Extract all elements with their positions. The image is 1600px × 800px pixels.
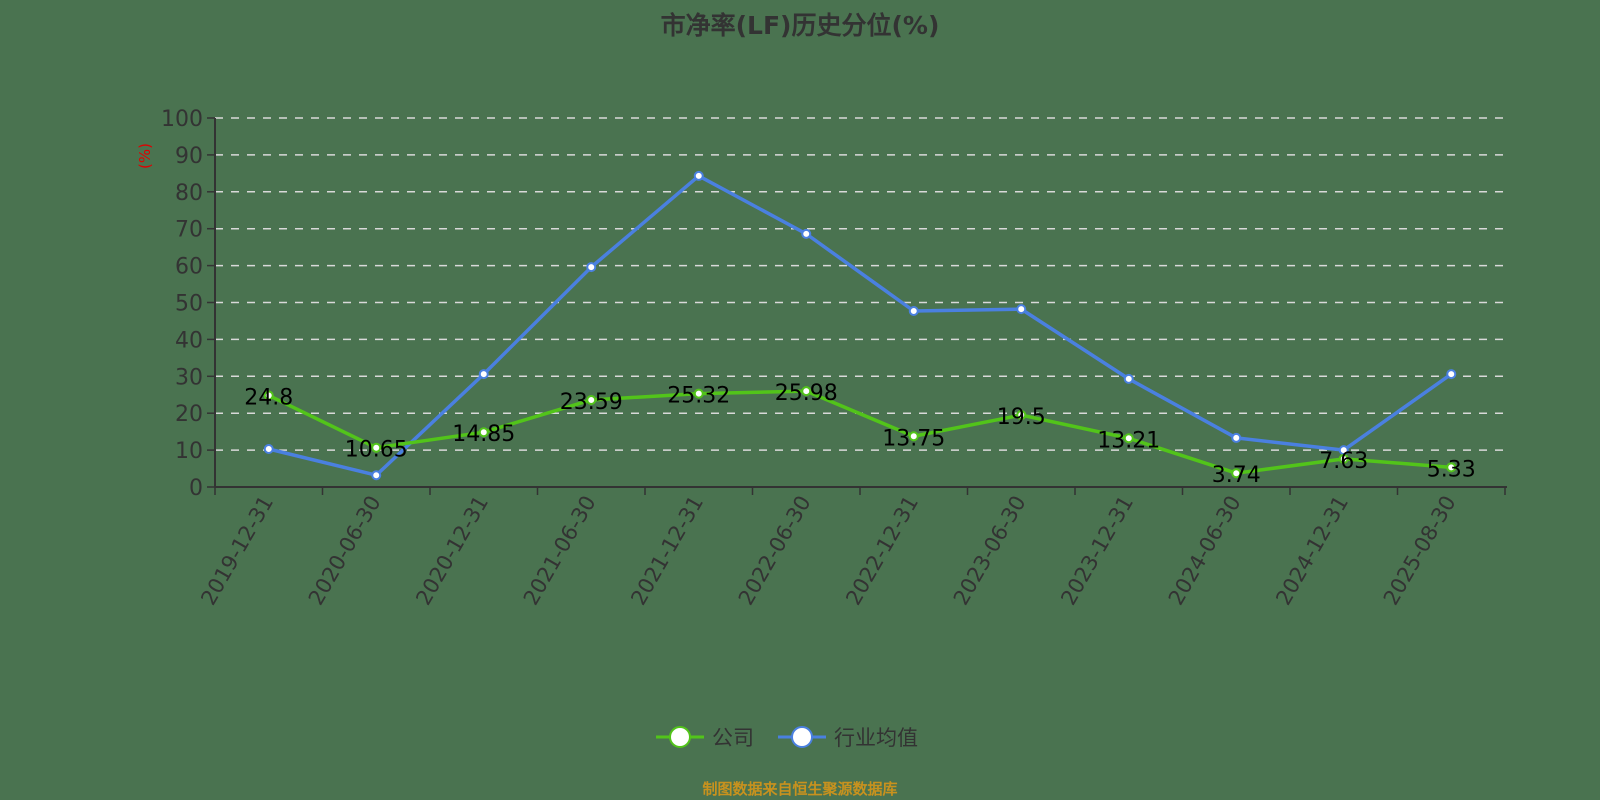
- data-point[interactable]: [1123, 373, 1134, 384]
- data-label: 25.98: [775, 381, 838, 406]
- y-tick-label: 70: [175, 218, 203, 243]
- data-point[interactable]: [371, 442, 382, 453]
- x-axis: 2019-12-31 2020-06-30 2020-12-31 2021-06-30…: [196, 486, 1507, 610]
- data-label: 13.75: [882, 426, 945, 451]
- y-tick-label: 100: [161, 107, 203, 132]
- x-tick-label: 2022-06-30: [734, 492, 816, 610]
- y-axis-unit-label: (%): [136, 143, 154, 169]
- data-point[interactable]: [263, 443, 274, 454]
- data-label: 19.5: [997, 405, 1046, 430]
- y-tick-label: 10: [175, 439, 203, 464]
- data-point[interactable]: [801, 228, 812, 239]
- legend: 公司 行业均值: [656, 722, 918, 752]
- y-tick-label: 40: [175, 328, 203, 353]
- y-tick-label: 80: [175, 181, 203, 206]
- x-tick-label: 2023-06-30: [949, 492, 1031, 610]
- data-label: 3.74: [1212, 463, 1261, 488]
- x-tick-label: 2021-06-30: [519, 492, 601, 610]
- y-tick-label: 90: [175, 144, 203, 169]
- x-tick-label: 2020-06-30: [304, 492, 386, 610]
- data-point[interactable]: [693, 388, 704, 399]
- legend-item-company[interactable]: 公司: [656, 722, 754, 752]
- data-point[interactable]: [478, 427, 489, 438]
- data-point[interactable]: [1231, 468, 1242, 479]
- data-label: 14.85: [452, 422, 515, 447]
- data-label: 25.32: [667, 384, 730, 409]
- data-point[interactable]: [1016, 304, 1027, 315]
- chart-title: 市净率(LF)历史分位(%): [660, 11, 940, 40]
- data-point[interactable]: [1446, 369, 1457, 380]
- y-tick-label: 50: [175, 292, 203, 317]
- company-line: [267, 389, 1452, 475]
- data-point[interactable]: [586, 262, 597, 273]
- data-source-note: 制图数据来自恒生聚源数据库: [702, 780, 898, 798]
- data-label: 10.65: [345, 438, 408, 463]
- legend-label-industry: 行业均值: [834, 726, 918, 750]
- x-tick-label: 2024-12-31: [1271, 492, 1353, 610]
- x-tick-label: 2024-06-30: [1164, 492, 1246, 610]
- y-axis: 0 10 20 30 40 50 60 70 80 90 100 (%): [136, 107, 216, 501]
- data-label: 5.33: [1427, 457, 1476, 482]
- y-tick-label: 0: [189, 476, 203, 501]
- legend-industry-icon: [778, 726, 826, 748]
- data-label: 7.63: [1319, 449, 1368, 474]
- data-point[interactable]: [801, 386, 812, 397]
- x-tick-label: 2019-12-31: [196, 492, 278, 610]
- data-point[interactable]: [478, 369, 489, 380]
- x-tick-label: 2025-08-30: [1379, 492, 1461, 610]
- data-point[interactable]: [371, 470, 382, 481]
- legend-company-icon: [656, 726, 704, 748]
- data-point[interactable]: [1231, 432, 1242, 443]
- x-tick-label: 2023-12-31: [1056, 492, 1138, 610]
- y-tick-label: 60: [175, 255, 203, 280]
- data-label: 23.59: [560, 390, 623, 415]
- data-point[interactable]: [908, 305, 919, 316]
- data-point[interactable]: [1338, 453, 1349, 464]
- gridlines: [215, 117, 1505, 451]
- series-lines: [263, 170, 1457, 481]
- data-point[interactable]: [1016, 410, 1027, 421]
- data-point[interactable]: [908, 431, 919, 442]
- x-tick-label: 2021-12-31: [626, 492, 708, 610]
- legend-item-industry[interactable]: 行业均值: [778, 722, 918, 752]
- data-point[interactable]: [1446, 462, 1457, 473]
- data-label: 13.21: [1097, 428, 1160, 453]
- data-labels: 24.8 10.65 14.85 23.59 25.32 25.98 13.75 19.5 13…: [244, 381, 1475, 488]
- data-point[interactable]: [1123, 433, 1134, 444]
- y-tick-label: 20: [175, 402, 203, 427]
- data-point[interactable]: [586, 394, 597, 405]
- data-point[interactable]: [263, 390, 274, 401]
- data-label: 24.8: [244, 385, 293, 410]
- y-tick-label: 30: [175, 365, 203, 390]
- data-point[interactable]: [693, 170, 704, 181]
- x-tick-label: 2020-12-31: [411, 492, 493, 610]
- industry-line: [268, 174, 1453, 477]
- x-tick-label: 2022-12-31: [841, 492, 923, 610]
- legend-label-company: 公司: [712, 726, 754, 750]
